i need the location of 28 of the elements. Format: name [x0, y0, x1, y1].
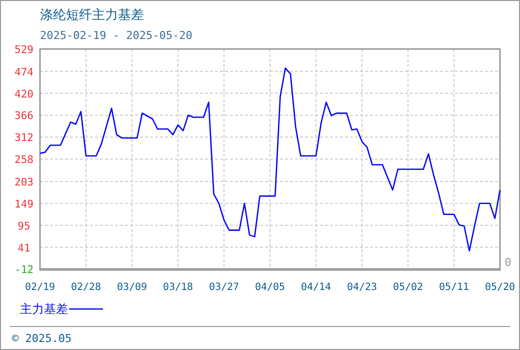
y-tick-label: 41: [18, 242, 30, 254]
x-tick-label: 05/20: [484, 282, 516, 293]
x-tick-label: 05/02: [392, 282, 424, 293]
text: 0: [504, 256, 512, 269]
x-tick-label: 04/05: [254, 282, 286, 293]
x-tick-label: 04/14: [300, 282, 332, 293]
y-tick-label: 95: [18, 220, 30, 232]
x-tick-label: 03/27: [208, 282, 240, 293]
y-tick-label: -12: [14, 264, 34, 276]
x-tick-label: 02/19: [24, 282, 56, 293]
y-tick-label: 149: [14, 198, 34, 210]
y-tick-label: 474: [14, 66, 34, 78]
legend-label: 主力基差: [20, 302, 68, 316]
y-tick-label: 203: [14, 176, 34, 188]
x-tick-label: 04/23: [346, 282, 378, 293]
y-tick-label: 312: [14, 132, 34, 144]
y-tick-label: 529: [14, 44, 34, 56]
text: © 2025.05: [12, 332, 72, 345]
y-tick-label: 258: [14, 154, 34, 166]
x-tick-label: 03/09: [116, 282, 148, 293]
y-tick-label: 366: [14, 110, 34, 122]
y-tick-label: 420: [14, 88, 34, 100]
chart-subtitle: 2025-02-19 - 2025-05-20: [40, 29, 192, 42]
x-tick-label: 03/18: [162, 282, 194, 293]
x-tick-label: 05/11: [438, 282, 470, 293]
x-tick-label: 02/28: [70, 282, 102, 293]
chart-title: 涤纶短纤主力基差: [40, 7, 144, 23]
line-series: [39, 67, 501, 252]
